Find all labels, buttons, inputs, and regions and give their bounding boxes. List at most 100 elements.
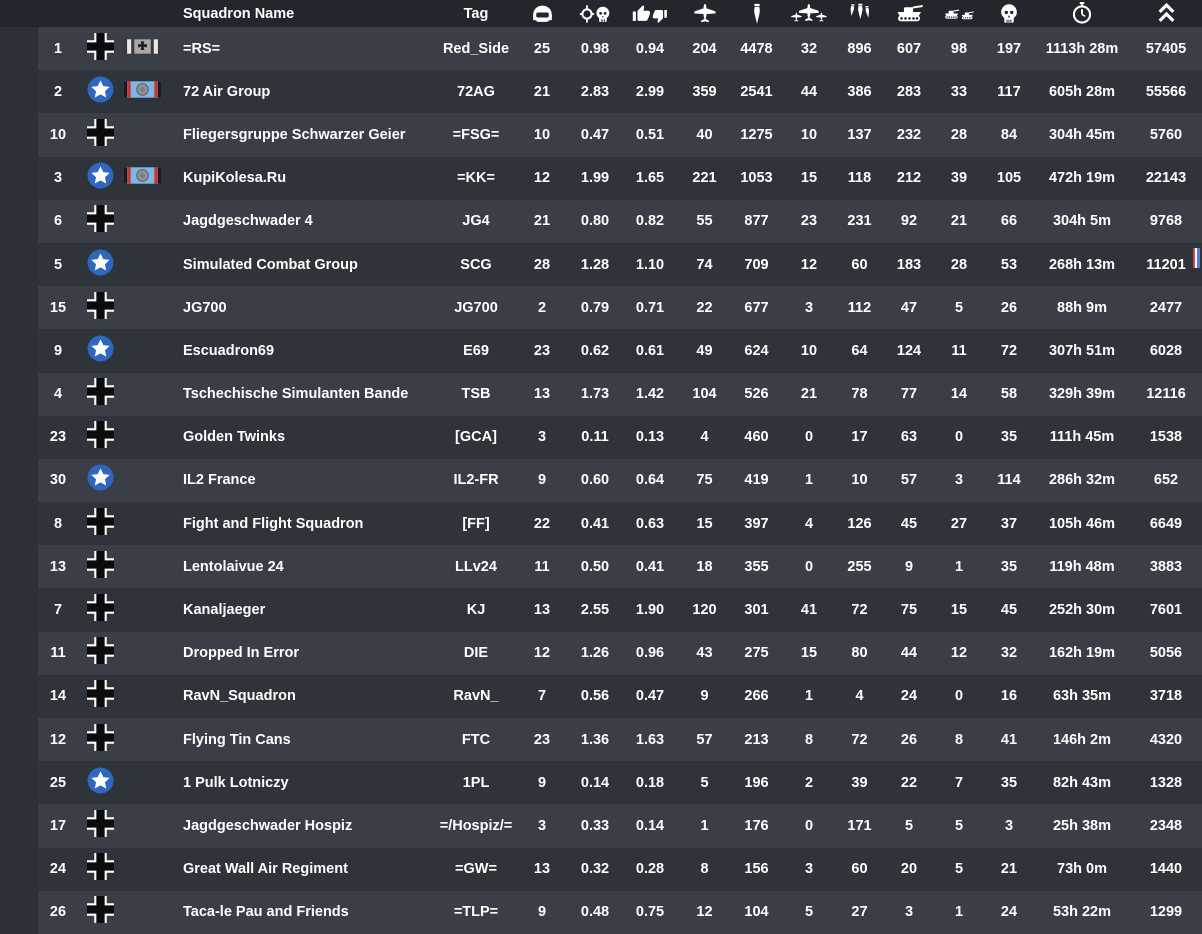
stat-value: 5 — [954, 861, 964, 878]
squadron-name[interactable]: JG700 — [183, 299, 227, 316]
squadron-row[interactable]: 24 Great Wall Air Regiment =GW= 13 0.32 … — [38, 847, 1202, 891]
rank: 3 — [53, 170, 63, 187]
squadron-name[interactable]: RavN_Squadron — [183, 688, 296, 705]
stat-value: 14 — [950, 386, 968, 403]
squadron-row[interactable]: 8 Fight and Flight Squadron [FF] 22 0.41… — [38, 502, 1202, 546]
squadron-row[interactable]: 30 IL2 France IL2-FR 9 0.60 0.64 75 419 … — [38, 458, 1202, 503]
squadron-name[interactable]: Jagdgeschwader 4 — [183, 213, 313, 230]
squadron-name[interactable]: KupiKolesa.Ru — [183, 170, 287, 187]
column-header-rank[interactable] — [38, 0, 78, 27]
flight-time: 63h 35m — [1052, 688, 1112, 705]
stat-value: 9 — [537, 472, 547, 489]
stat-value: 10 — [533, 126, 551, 143]
stat-value: 105 — [996, 170, 1022, 187]
stat-value: 0.11 — [581, 429, 609, 446]
column-header-bombs[interactable] — [835, 0, 884, 27]
squadron-name[interactable]: Simulated Combat Group — [183, 256, 358, 273]
squadron-name[interactable]: Flying Tin Cans — [183, 731, 291, 748]
squadron-tag: DIE — [463, 645, 489, 662]
column-header-tag[interactable]: Tag — [463, 5, 489, 22]
squadron-row[interactable]: 14 RavN_Squadron RavN_ 7 0.56 0.47 9 266… — [38, 674, 1202, 718]
column-header-faction[interactable] — [78, 0, 122, 27]
stat-value: 0.98 — [580, 40, 610, 57]
medal-cell — [122, 81, 162, 103]
stat-value: 0.61 — [635, 342, 665, 359]
column-header-medal[interactable] — [122, 0, 162, 27]
squadron-row[interactable]: 10 Fliegersgruppe Schwarzer Geier =FSG= … — [38, 113, 1202, 157]
squadron-row[interactable]: 1 =RS= Red_Side — [38, 27, 1202, 71]
column-header-tanks[interactable] — [884, 0, 934, 27]
column-header-ground-kills[interactable] — [730, 0, 783, 27]
stat-value: 0 — [804, 429, 814, 446]
stat-value: 44 — [800, 83, 818, 100]
squadron-name[interactable]: Taca-le Pau and Friends — [183, 904, 349, 921]
column-header-vehicles[interactable] — [934, 0, 984, 27]
stat-value: 12 — [533, 170, 551, 187]
squadron-name[interactable]: 1 Pulk Lotniczy — [183, 774, 289, 791]
squadron-name[interactable]: Jagdgeschwader Hospiz — [183, 817, 353, 834]
stat-value: 15 — [800, 170, 818, 187]
stat-value: 4 — [700, 429, 709, 446]
squadron-name[interactable]: Great Wall Air Regiment — [183, 861, 348, 878]
column-header-rating[interactable] — [621, 0, 679, 27]
squadron-row[interactable]: 5 Simulated Combat Group SCG 28 1.28 1.1… — [38, 242, 1202, 287]
squadron-row[interactable]: 7 Kanaljaeger KJ 13 2.55 1.90 120 301 41… — [38, 588, 1202, 632]
stat-value: 92 — [900, 213, 918, 230]
score: 6649 — [1149, 515, 1183, 532]
faction-cell — [78, 32, 122, 65]
stat-value: 0.63 — [635, 515, 665, 532]
stat-value: 0.14 — [580, 774, 610, 791]
squadron-name[interactable]: Golden Twinks — [183, 429, 286, 446]
stat-value: 2 — [804, 774, 814, 791]
squadron-row[interactable]: 17 Jagdgeschwader Hospiz =/Hospiz/= 3 0.… — [38, 804, 1202, 848]
column-header-score[interactable] — [1130, 0, 1202, 27]
squadron-row[interactable]: 11 Dropped In Error DIE 12 1.26 0.96 43 … — [38, 631, 1202, 675]
stat-value: 5 — [954, 299, 964, 316]
squadron-row[interactable]: 3 — [38, 156, 1202, 200]
squadron-row[interactable]: 4 Tschechische Simulanten Bande TSB 13 1… — [38, 372, 1202, 416]
squadron-name[interactable]: =RS= — [183, 40, 221, 57]
allies-star-icon — [87, 767, 114, 799]
squadron-row[interactable]: 9 Escuadron69 E69 23 0.62 0.61 49 624 10… — [38, 329, 1202, 373]
squadron-row[interactable]: 2 — [38, 70, 1202, 114]
squadron-name[interactable]: Fight and Flight Squadron — [183, 515, 364, 532]
column-header-air-kills[interactable] — [679, 0, 730, 27]
flight-time: 268h 13m — [1048, 256, 1116, 273]
column-header-kills[interactable] — [569, 0, 621, 27]
squadron-name[interactable]: 72 Air Group — [183, 83, 271, 100]
rank: 8 — [53, 515, 63, 532]
allies-star-icon — [87, 76, 114, 108]
stat-value: 104 — [744, 904, 769, 921]
stat-value: 57 — [696, 731, 713, 748]
squadron-name[interactable]: IL2 France — [183, 472, 256, 489]
column-header-flight-time[interactable] — [1034, 0, 1130, 27]
column-header-pilots[interactable] — [515, 0, 569, 27]
stat-value: 20 — [900, 861, 918, 878]
squadron-row[interactable]: 15 JG700 JG700 2 0.79 0.71 22 677 3 112 … — [38, 286, 1202, 330]
stat-value: 1 — [954, 904, 964, 921]
score: 1328 — [1149, 774, 1183, 791]
squadron-name[interactable]: Escuadron69 — [183, 342, 275, 359]
stat-value: 35 — [1000, 774, 1018, 791]
squadron-name[interactable]: Lentolaivue 24 — [183, 558, 284, 575]
stat-value: 2 — [537, 299, 547, 316]
column-header-deaths[interactable] — [984, 0, 1034, 27]
squadron-name[interactable]: Tschechische Simulanten Bande — [183, 386, 409, 403]
stat-value: 4478 — [740, 40, 773, 57]
squadron-name[interactable]: Fliegersgruppe Schwarzer Geier — [183, 126, 406, 143]
squadron-row[interactable]: 25 1 Pulk Lotniczy 1PL 9 0.14 0.18 5 196… — [38, 761, 1202, 805]
squadron-row[interactable]: 23 Golden Twinks [GCA] 3 0.11 0.13 4 460… — [38, 415, 1202, 459]
squadron-row[interactable]: 6 Jagdgeschwader 4 JG4 21 0.80 0.82 55 8… — [38, 199, 1202, 243]
squadron-name[interactable]: Dropped In Error — [183, 645, 300, 662]
stat-value: 27 — [851, 904, 868, 921]
stat-value: 26 — [900, 731, 918, 748]
squadron-name[interactable]: Kanaljaeger — [183, 602, 266, 619]
squadron-row[interactable]: 26 Taca-le Pau and Friends =TLP= 9 0.48 … — [38, 890, 1202, 934]
stat-value: 10 — [851, 472, 868, 489]
column-header-squadron-name[interactable]: Squadron Name — [183, 5, 295, 22]
squadron-row[interactable]: 13 Lentolaivue 24 LLv24 11 0.50 0.41 18 … — [38, 545, 1202, 589]
stat-value: 1275 — [740, 126, 773, 143]
column-header-formations[interactable] — [783, 0, 835, 27]
bomb-icon — [751, 3, 763, 25]
squadron-row[interactable]: 12 Flying Tin Cans FTC 23 1.36 1.63 57 2… — [38, 718, 1202, 762]
